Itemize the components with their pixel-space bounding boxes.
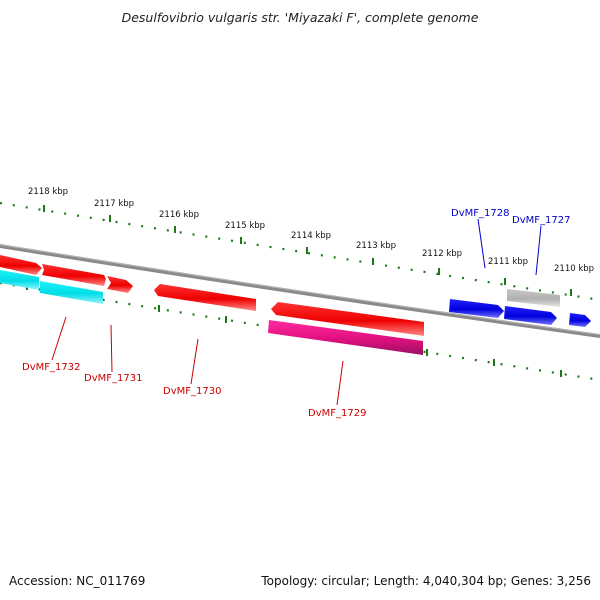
tick-label-2113: 2113 kbp	[356, 241, 396, 251]
genome-backbone	[0, 244, 600, 338]
leader-dvmf-1728	[477, 218, 486, 269]
feature-gray	[507, 289, 560, 307]
feature-dvmf-1730	[154, 284, 256, 311]
leader-dvmf-1727	[535, 225, 542, 276]
accession-text: Accession: NC_011769	[9, 574, 146, 588]
genome-summary-text: Topology: circular; Length: 4,040,304 bp…	[261, 574, 591, 588]
tick-label-2117: 2117 kbp	[94, 199, 134, 209]
leader-dvmf-1730	[190, 338, 199, 385]
gene-label-dvmf-1730: DvMF_1730	[163, 386, 221, 397]
feature-dvmf-1728	[449, 299, 504, 318]
gene-label-dvmf-1731: DvMF_1731	[84, 373, 142, 384]
leader-dvmf-1732	[51, 316, 67, 361]
tick-label-2118: 2118 kbp	[28, 187, 68, 197]
tick-label-2112: 2112 kbp	[422, 249, 462, 259]
leader-dvmf-1731	[110, 324, 113, 373]
tick-label-2111: 2111 kbp	[488, 257, 528, 267]
feature-forward-left-2	[42, 264, 106, 286]
gene-label-dvmf-1732: DvMF_1732	[22, 362, 80, 373]
feature-cyan-1	[0, 270, 39, 290]
gene-label-dvmf-1728: DvMF_1728	[451, 208, 509, 219]
gene-label-dvmf-1729: DvMF_1729	[308, 408, 366, 419]
genome-title: Desulfovibrio vulgaris str. 'Miyazaki F'…	[121, 10, 479, 25]
feature-cyan-2	[40, 281, 103, 304]
tick-label-2116: 2116 kbp	[159, 210, 199, 220]
tick-label-2110: 2110 kbp	[554, 264, 594, 274]
feature-forward-left-1	[0, 255, 42, 275]
outer-scale-arc	[0, 201, 600, 302]
gene-label-dvmf-1727: DvMF_1727	[512, 215, 570, 226]
tick-label-2114: 2114 kbp	[291, 231, 331, 241]
feature-blue-small	[569, 313, 591, 327]
outer-major-ticks	[43, 205, 572, 296]
feature-dvmf-1729-red	[271, 302, 424, 336]
feature-dvmf-1727	[504, 306, 557, 325]
tick-label-2115: 2115 kbp	[225, 221, 265, 231]
leader-dvmf-1729	[336, 360, 344, 406]
feature-dvmf-1729-pink	[268, 320, 423, 355]
feature-forward-left-3	[107, 276, 133, 293]
